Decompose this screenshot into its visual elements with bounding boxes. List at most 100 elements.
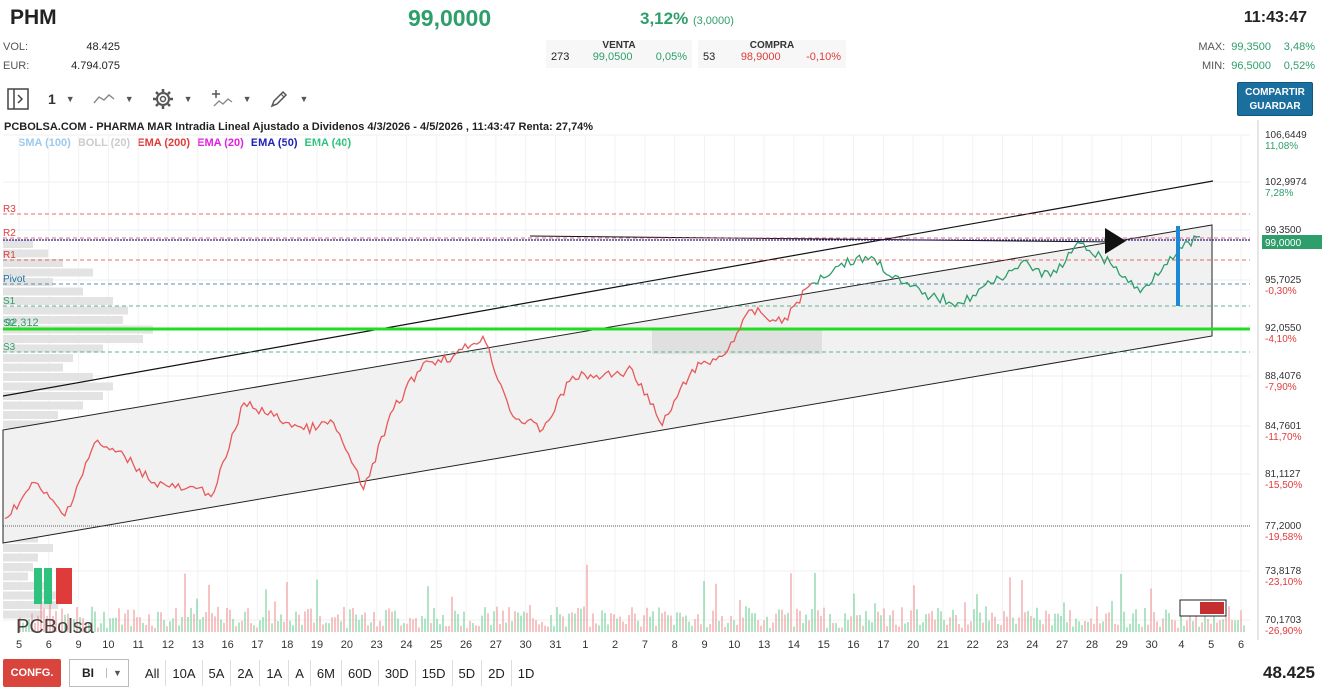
period-10a[interactable]: 10A xyxy=(165,660,201,686)
pct-tick-label: -0,30% xyxy=(1265,286,1297,297)
indicator-sma100[interactable]: SMA (100) xyxy=(18,137,71,149)
period-5a[interactable]: 5A xyxy=(201,660,231,686)
date-tick-label: 13 xyxy=(192,639,204,651)
indicator-boll20[interactable]: BOLL (20) xyxy=(77,137,131,149)
period-60d[interactable]: 60D xyxy=(340,660,378,686)
indicator-ema50[interactable]: EMA (50) xyxy=(250,137,298,149)
chevron-down-icon: ▼ xyxy=(124,94,134,104)
profile-bar xyxy=(3,249,48,258)
min-label: MIN: xyxy=(1202,60,1226,72)
date-tick-label: 27 xyxy=(1056,639,1068,651)
profile-bar xyxy=(3,401,83,410)
period-a[interactable]: A xyxy=(288,660,310,686)
bi-value: BI xyxy=(82,666,94,680)
profile-bar xyxy=(3,268,93,277)
pct-tick-label: -15,50% xyxy=(1265,480,1302,491)
support-label: 92,312 xyxy=(5,317,39,329)
share-label: COMPARTIR xyxy=(1245,87,1305,98)
profile-bar xyxy=(3,572,28,581)
min-value: 96,5000 xyxy=(1231,60,1271,72)
pivot-label: S2 xyxy=(3,318,16,329)
max-value: 99,3500 xyxy=(1231,41,1271,53)
trend-line xyxy=(529,235,1121,243)
date-tick-label: 24 xyxy=(400,639,412,651)
date-tick-label: 22 xyxy=(967,639,979,651)
logo-bar xyxy=(56,568,72,604)
price-line-red xyxy=(4,282,813,520)
bottom-bar: CONFG. BI ▼ All 10A 5A 2A 1A A 6M 60D 30D 15D 5D 2D 1… xyxy=(0,655,1325,691)
change-pct: 3,12% xyxy=(640,9,689,28)
profile-bar xyxy=(3,610,43,619)
profile-bar xyxy=(3,344,103,353)
min-pct: 0,52% xyxy=(1283,60,1315,72)
vol-label: VOL: xyxy=(3,41,29,53)
period-5d[interactable]: 5D xyxy=(451,660,482,686)
pivot-label: S3 xyxy=(3,342,16,353)
price-tick-label: 95,7025 xyxy=(1265,275,1302,286)
date-tick-label: 30 xyxy=(1145,639,1157,651)
price-tick-label: 77,2000 xyxy=(1265,521,1302,532)
date-tick-label: 18 xyxy=(281,639,293,651)
date-tick-label: 27 xyxy=(490,639,502,651)
indicators-select[interactable]: ▼ xyxy=(211,89,252,109)
config-button[interactable]: CONFG. xyxy=(3,659,61,687)
date-tick-label: 20 xyxy=(341,639,353,651)
profile-bar xyxy=(3,420,53,429)
chart-title: PCBOLSA.COM - PHARMA MAR Intradia Lineal… xyxy=(4,121,594,133)
date-tick-label: 23 xyxy=(371,639,383,651)
indicator-ema200[interactable]: EMA (200) xyxy=(137,137,191,149)
drawing-tools-select[interactable]: ▼ xyxy=(269,89,308,109)
chart-toolbar: 1 ▼ ▼ ▼ ▼ ▼ xyxy=(6,86,326,112)
profile-bar xyxy=(3,335,143,343)
period-1a[interactable]: 1A xyxy=(259,660,288,686)
channel-band xyxy=(2,224,1213,544)
share-save-button[interactable]: COMPARTIR GUARDAR xyxy=(1237,82,1313,116)
interval-select[interactable]: 1 ▼ xyxy=(48,91,75,107)
chevron-down-icon: ▼ xyxy=(65,94,75,104)
toggle-panel-button[interactable] xyxy=(6,87,30,111)
period-6m[interactable]: 6M xyxy=(309,660,341,686)
date-tick-label: 31 xyxy=(549,639,561,651)
date-tick-label: 15 xyxy=(818,639,830,651)
ticker-symbol: PHM xyxy=(10,6,57,29)
price-line-green xyxy=(811,235,1201,308)
chevron-down-icon: ▼ xyxy=(242,94,252,104)
period-30d[interactable]: 30D xyxy=(377,660,415,686)
current-price-tag xyxy=(1262,235,1322,249)
time-display: 11:43:47 xyxy=(1243,9,1307,26)
price-tick-label: 99,3500 xyxy=(1265,225,1302,236)
logo-bar xyxy=(34,568,42,604)
venta-qty: 273 xyxy=(551,51,570,63)
profile-bar xyxy=(3,259,63,267)
pivot-label: R1 xyxy=(3,250,16,261)
period-2d[interactable]: 2D xyxy=(481,660,511,686)
date-tick-label: 24 xyxy=(1026,639,1038,651)
line-chart-icon xyxy=(93,94,115,104)
chevron-down-icon: ▼ xyxy=(106,668,128,678)
chart-type-select[interactable]: ▼ xyxy=(93,92,134,106)
interval-value: 1 xyxy=(48,91,56,107)
volume-bars xyxy=(19,564,1245,632)
date-tick-label: 20 xyxy=(907,639,919,651)
profile-bar xyxy=(3,553,38,562)
period-15d[interactable]: 15D xyxy=(414,660,452,686)
max-label: MAX: xyxy=(1198,41,1226,53)
period-2a[interactable]: 2A xyxy=(230,660,259,686)
date-tick-label: 9 xyxy=(701,639,707,651)
logo-text: PCBolsa xyxy=(16,616,95,638)
date-tick-label: 13 xyxy=(758,639,770,651)
last-price: 99,0000 xyxy=(408,5,492,31)
indicator-ema20[interactable]: EMA (20) xyxy=(197,137,244,149)
pct-tick-label: -7,90% xyxy=(1265,382,1297,393)
bi-select[interactable]: BI ▼ xyxy=(69,659,129,687)
profile-bar xyxy=(3,544,53,552)
period-1d[interactable]: 1D xyxy=(510,660,541,686)
indicator-ema40[interactable]: EMA (40) xyxy=(304,137,352,149)
period-all[interactable]: All xyxy=(144,665,160,681)
settings-select[interactable]: ▼ xyxy=(152,88,193,110)
pcbolsa-logo: PCBolsa xyxy=(16,568,95,638)
profile-bar xyxy=(3,297,113,305)
profile-bar xyxy=(3,591,63,600)
